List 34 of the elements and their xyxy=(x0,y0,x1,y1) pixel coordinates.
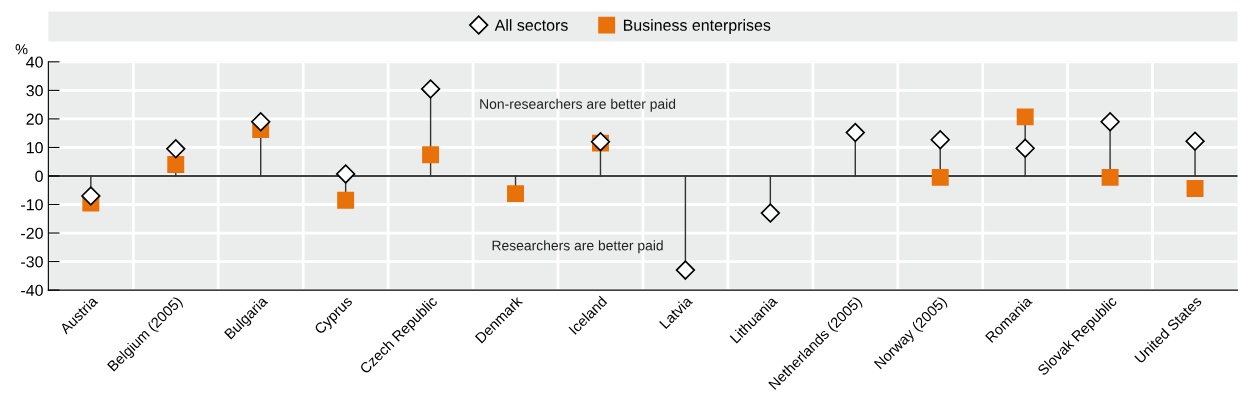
point xyxy=(1101,168,1119,186)
annotation: Non-researchers are better paid xyxy=(480,98,676,112)
y-tick-label: -30 xyxy=(21,256,43,268)
legend-label: Business enterprises xyxy=(623,19,771,34)
point xyxy=(845,122,865,143)
point xyxy=(930,130,950,150)
y-tick-label: -40 xyxy=(21,284,43,297)
y-tick-label: 20 xyxy=(26,113,43,125)
legend-label: All sectors xyxy=(494,19,568,31)
y-tick-label: 10 xyxy=(26,142,43,154)
point xyxy=(1016,108,1034,126)
point xyxy=(675,260,696,280)
point xyxy=(166,139,186,159)
point xyxy=(1185,131,1205,151)
y-tick-label: 30 xyxy=(26,85,43,97)
point xyxy=(1015,138,1035,158)
y-tick-label: -10 xyxy=(21,199,43,211)
point xyxy=(507,185,525,203)
point xyxy=(1100,112,1120,132)
point xyxy=(422,146,440,164)
point xyxy=(931,168,949,186)
point xyxy=(420,79,441,99)
point xyxy=(760,203,781,223)
point xyxy=(337,191,355,209)
y-tick-label: 40 xyxy=(26,56,43,68)
y-axis-title: % xyxy=(15,44,28,55)
point xyxy=(251,112,271,132)
point xyxy=(81,186,101,206)
y-tick-label: -20 xyxy=(21,227,43,239)
annotation: Researchers are better paid xyxy=(492,240,663,254)
point xyxy=(1186,180,1204,197)
point xyxy=(167,156,185,174)
point xyxy=(335,164,356,184)
y-tick-label: 0 xyxy=(35,170,43,182)
